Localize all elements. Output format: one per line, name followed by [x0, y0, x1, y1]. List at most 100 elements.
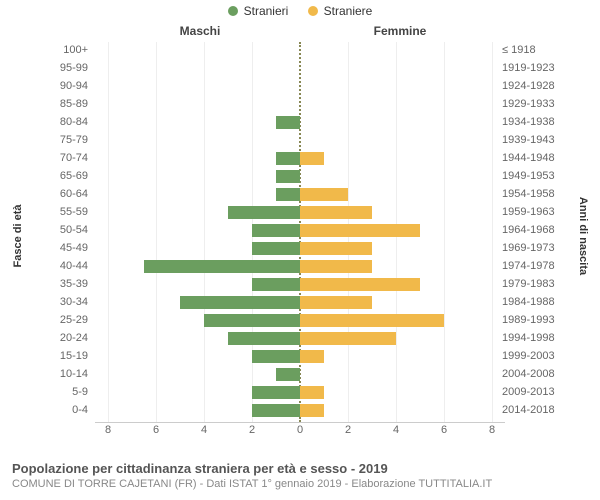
bar-male — [204, 314, 300, 327]
age-label: 5-9 — [28, 386, 88, 398]
pyramid-row: 0-4 2014-2018 — [0, 402, 600, 420]
age-label: 60-64 — [28, 188, 88, 200]
pyramid-row: 50-54 1964-1968 — [0, 222, 600, 240]
bar-female — [300, 314, 444, 327]
pyramid-row: 90-941924-1928 — [0, 78, 600, 96]
caption-subtitle: COMUNE DI TORRE CAJETANI (FR) - Dati IST… — [12, 478, 588, 490]
birth-label: 1984-1988 — [502, 296, 582, 308]
pyramid-row: 60-641954-1958 — [0, 186, 600, 204]
legend-female: Straniere — [308, 4, 373, 18]
birth-label: 1929-1933 — [502, 98, 582, 110]
x-baseline — [95, 422, 505, 423]
bar-male — [228, 206, 300, 219]
age-label: 20-24 — [28, 332, 88, 344]
bar-male — [252, 224, 300, 237]
x-tick: 8 — [489, 424, 495, 436]
bar-male — [276, 116, 300, 129]
age-label: 15-19 — [28, 350, 88, 362]
age-label: 50-54 — [28, 224, 88, 236]
x-tick: 6 — [153, 424, 159, 436]
bar-male — [252, 404, 300, 417]
legend-female-label: Straniere — [324, 4, 373, 18]
pyramid-row: 95-99 1919-1923 — [0, 60, 600, 78]
age-label: 10-14 — [28, 368, 88, 380]
bar-male — [276, 170, 300, 183]
bar-male — [180, 296, 300, 309]
bar-male — [252, 242, 300, 255]
bar-female — [300, 278, 420, 291]
birth-label: 2009-2013 — [502, 386, 582, 398]
bar-male — [252, 386, 300, 399]
birth-label: 2004-2008 — [502, 368, 582, 380]
bar-male — [252, 278, 300, 291]
pyramid-row: 80-841934-1938 — [0, 114, 600, 132]
bar-male — [276, 368, 300, 381]
age-label: 95-99 — [28, 62, 88, 74]
age-label: 70-74 — [28, 152, 88, 164]
x-tick: 4 — [393, 424, 399, 436]
age-label: 35-39 — [28, 278, 88, 290]
bar-female — [300, 404, 324, 417]
age-label: 65-69 — [28, 170, 88, 182]
pyramid-row: 75-791939-1943 — [0, 132, 600, 150]
x-tick: 2 — [249, 424, 255, 436]
age-label: 30-34 — [28, 296, 88, 308]
x-tick: 4 — [201, 424, 207, 436]
bar-female — [300, 332, 396, 345]
birth-label: 1974-1978 — [502, 260, 582, 272]
birth-label: 1979-1983 — [502, 278, 582, 290]
birth-label: 1989-1993 — [502, 314, 582, 326]
birth-label: 1964-1968 — [502, 224, 582, 236]
x-tick: 8 — [105, 424, 111, 436]
pyramid-row: 45-49 1969-1973 — [0, 240, 600, 258]
circle-icon — [308, 6, 318, 16]
pyramid-row: 85-89 1929-1933 — [0, 96, 600, 114]
birth-label: 1944-1948 — [502, 152, 582, 164]
pyramid-row: 100+ ≤ 1918 — [0, 42, 600, 60]
age-label: 85-89 — [28, 98, 88, 110]
pyramid-row: 55-591959-1963 — [0, 204, 600, 222]
legend-male-label: Stranieri — [244, 4, 289, 18]
birth-label: 1949-1953 — [502, 170, 582, 182]
birth-label: 2014-2018 — [502, 404, 582, 416]
bar-female — [300, 206, 372, 219]
age-label: 90-94 — [28, 80, 88, 92]
pyramid-row: 25-29 1989-1993 — [0, 312, 600, 330]
bar-male — [276, 152, 300, 165]
bar-female — [300, 386, 324, 399]
bar-female — [300, 224, 420, 237]
age-label: 45-49 — [28, 242, 88, 254]
pyramid-row: 65-69 1949-1953 — [0, 168, 600, 186]
age-label: 75-79 — [28, 134, 88, 146]
bar-male — [228, 332, 300, 345]
age-label: 0-4 — [28, 404, 88, 416]
column-header-female: Femmine — [305, 24, 495, 38]
birth-label: 1994-1998 — [502, 332, 582, 344]
pyramid-row: 20-24 1994-1998 — [0, 330, 600, 348]
age-label: 80-84 — [28, 116, 88, 128]
pyramid-row: 30-34 1984-1988 — [0, 294, 600, 312]
x-tick: 6 — [441, 424, 447, 436]
legend-male: Stranieri — [228, 4, 289, 18]
pyramid-row: 70-74 1944-1948 — [0, 150, 600, 168]
pyramid-rows: 100+≤ 191895-991919-192390-941924-192885… — [0, 42, 600, 420]
legend: Stranieri Straniere — [0, 4, 600, 19]
chart-container: Stranieri Straniere Maschi Femmine Fasce… — [0, 0, 600, 500]
pyramid-row: 35-39 1979-1983 — [0, 276, 600, 294]
age-label: 40-44 — [28, 260, 88, 272]
bar-male — [252, 350, 300, 363]
age-label: 100+ — [28, 44, 88, 56]
birth-label: 1959-1963 — [502, 206, 582, 218]
column-header-male: Maschi — [105, 24, 295, 38]
bar-female — [300, 188, 348, 201]
bar-male — [144, 260, 300, 273]
birth-label: ≤ 1918 — [502, 44, 582, 56]
bar-male — [276, 188, 300, 201]
pyramid-row: 10-14 2004-2008 — [0, 366, 600, 384]
birth-label: 1969-1973 — [502, 242, 582, 254]
bar-female — [300, 260, 372, 273]
birth-label: 1919-1923 — [502, 62, 582, 74]
age-label: 25-29 — [28, 314, 88, 326]
pyramid-row: 40-44 1974-1978 — [0, 258, 600, 276]
bar-female — [300, 152, 324, 165]
